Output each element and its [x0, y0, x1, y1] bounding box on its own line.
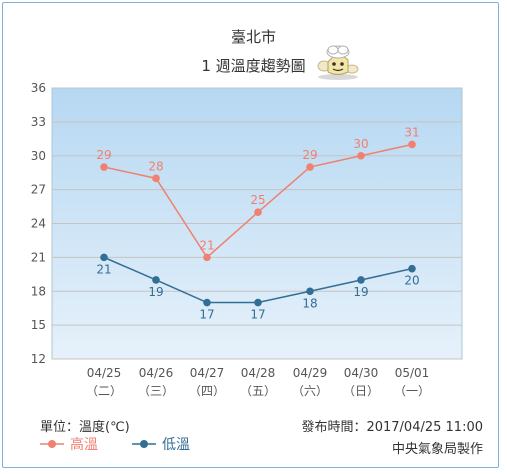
unit-label: 單位：溫度(℃): [40, 420, 130, 435]
x-weekday-label: （三）: [138, 384, 174, 398]
legend-label-low: 低溫: [162, 437, 190, 453]
y-tick-label: 15: [31, 318, 46, 332]
x-weekday-label: （二）: [86, 384, 122, 398]
data-label: 29: [302, 148, 317, 162]
x-tick-label: 05/01: [395, 366, 430, 380]
x-weekday-label: （日）: [343, 384, 379, 398]
y-tick-label: 36: [31, 81, 46, 95]
publish-time: 發布時間：2017/04/25 11:00: [301, 420, 483, 435]
y-tick-label: 27: [31, 183, 46, 197]
data-label: 25: [250, 193, 265, 207]
credit-label: 中央氣象局製作: [391, 442, 483, 457]
data-point: [100, 253, 108, 262]
x-tick-label: 04/27: [190, 366, 225, 380]
x-tick-label: 04/30: [344, 366, 379, 380]
legend-label-high: 高溫: [70, 436, 98, 453]
data-point: [408, 264, 416, 273]
legend: 高溫 低溫: [40, 436, 190, 453]
data-label: 21: [199, 238, 214, 252]
x-tick-label: 04/28: [241, 366, 276, 380]
data-series: 29 28 21 25 29 30 31 21 19 17 17 18 19 20: [96, 125, 419, 321]
x-tick-label: 04/29: [293, 366, 328, 380]
y-tick-label: 21: [31, 250, 46, 264]
x-weekday-label: （一）: [394, 384, 430, 398]
x-weekday-label: （四）: [189, 384, 225, 398]
data-point: [100, 163, 108, 171]
x-tick-label: 04/25: [87, 366, 122, 380]
mascot-icon: [317, 45, 359, 80]
data-point: [203, 298, 211, 307]
y-tick-label: 12: [31, 352, 46, 366]
data-point: [306, 163, 314, 171]
x-tick-label: 04/26: [139, 366, 174, 380]
data-label: 20: [404, 274, 419, 288]
y-tick-label: 30: [31, 149, 46, 163]
x-axis: 04/25 （二） 04/26 （三） 04/27 （四） 04/28 （五） 04/29 （六）…: [86, 366, 430, 398]
data-label: 17: [250, 308, 265, 322]
data-label: 18: [302, 296, 317, 310]
data-point: [357, 276, 365, 284]
data-label: 17: [199, 308, 214, 322]
grid-lines: [52, 87, 462, 360]
y-axis: 12 15 18 21 24 27 30 33 36: [31, 81, 46, 366]
legend-item-high: 高溫: [40, 436, 98, 453]
data-point: [408, 140, 416, 149]
data-point: [203, 253, 211, 262]
data-point: [357, 151, 365, 160]
data-label: 30: [353, 137, 368, 151]
legend-item-low: 低溫: [132, 437, 190, 453]
data-label: 28: [148, 159, 163, 173]
y-tick-label: 24: [31, 217, 46, 231]
y-tick-label: 33: [31, 115, 46, 129]
x-weekday-label: （五）: [240, 384, 276, 398]
data-label: 19: [353, 285, 368, 299]
data-point: [306, 287, 314, 296]
y-tick-label: 18: [31, 284, 46, 298]
chart-title: 臺北市: [230, 28, 276, 46]
x-weekday-label: （六）: [292, 384, 328, 398]
data-point: [254, 298, 262, 307]
data-point: [254, 208, 262, 217]
data-point: [152, 174, 160, 183]
data-point: [152, 276, 160, 284]
data-label: 31: [404, 125, 419, 139]
data-label: 29: [96, 148, 111, 162]
chart-subtitle: 1 週溫度趨勢圖: [201, 57, 306, 75]
data-label: 21: [96, 262, 111, 276]
data-label: 19: [148, 285, 163, 299]
